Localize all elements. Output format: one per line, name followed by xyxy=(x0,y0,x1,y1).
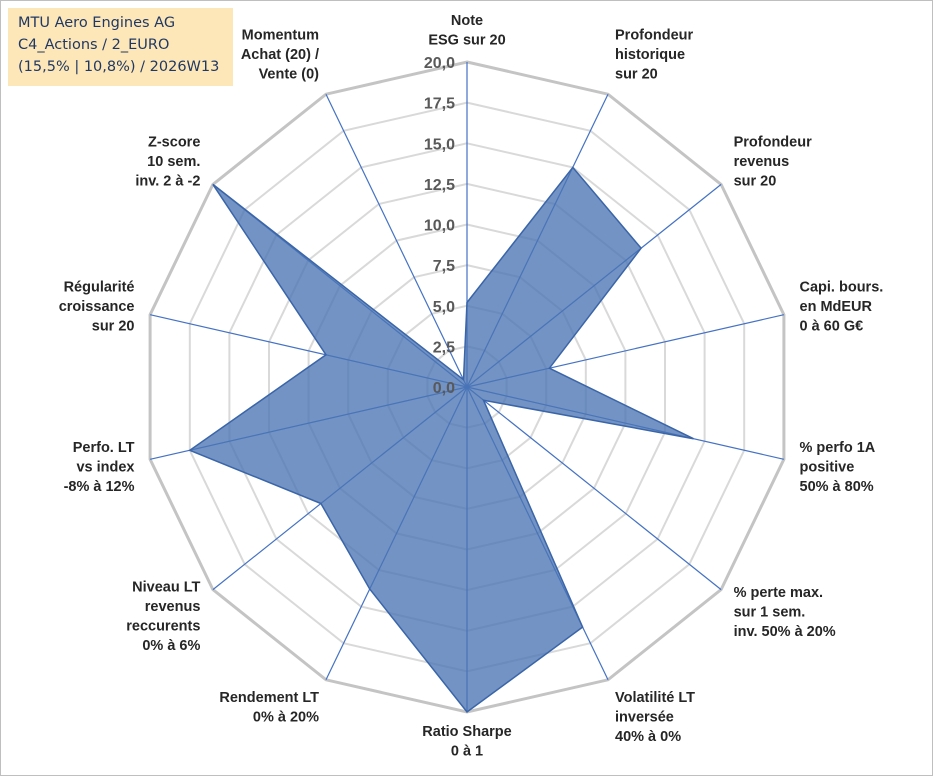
tick-label: 2,5 xyxy=(433,339,455,356)
axis-label: Régularité croissance sur 20 xyxy=(59,279,135,334)
tick-label: 17,5 xyxy=(424,96,455,113)
info-period: (15,5% | 10,8%) / 2026W13 xyxy=(18,59,220,75)
axis-spoke xyxy=(466,386,722,591)
axis-label: Rendement LT 0% à 20% xyxy=(219,690,319,726)
axis-label: % perfo 1A positive 50% à 80% xyxy=(800,440,876,495)
tick-label: 5,0 xyxy=(433,299,455,316)
axis-label: Z-score 10 sem. inv. 2 à -2 xyxy=(135,134,200,189)
axis-label: Capi. bours. en MdEUR 0 à 60 G€ xyxy=(800,279,884,334)
radar-axis-labels: Note ESG sur 20 Profondeur historique sur 20… xyxy=(59,13,884,760)
axis-label: Profondeur revenus sur 20 xyxy=(734,134,812,189)
info-company: MTU Aero Engines AG xyxy=(18,15,176,31)
tick-label: 15,0 xyxy=(424,136,455,153)
axis-label: Note ESG sur 20 xyxy=(428,13,505,49)
info-box: MTU Aero Engines AG C4_Actions / 2_EURO … xyxy=(8,8,233,86)
axis-label: Ratio Sharpe 0 à 1 xyxy=(422,724,511,760)
info-category: C4_Actions / 2_EURO xyxy=(18,37,170,53)
tick-label: 10,0 xyxy=(424,218,455,235)
series-area xyxy=(188,166,694,714)
radar-series xyxy=(188,166,694,714)
axis-label: Momentum Achat (20) / Vente (0) xyxy=(241,27,319,82)
axis-label: Profondeur historique sur 20 xyxy=(615,27,693,82)
axis-spoke xyxy=(325,93,468,388)
tick-label: 0,0 xyxy=(433,380,455,397)
axis-label: % perte max. sur 1 sem. inv. 50% à 20% xyxy=(734,585,836,640)
axis-label: Niveau LT revenus reccurents 0% à 6% xyxy=(126,580,200,655)
tick-label: 20,0 xyxy=(424,55,455,72)
radar-tick-labels: 0,0 2,5 5,0 7,5 10,0 12,5 15,0 17,5 20,0 xyxy=(424,55,455,397)
axis-label: Volatilité LT inversée 40% à 0% xyxy=(615,690,695,745)
tick-label: 12,5 xyxy=(424,177,455,194)
tick-label: 7,5 xyxy=(433,258,455,275)
axis-label: Perfo. LT vs index -8% à 12% xyxy=(64,440,135,495)
